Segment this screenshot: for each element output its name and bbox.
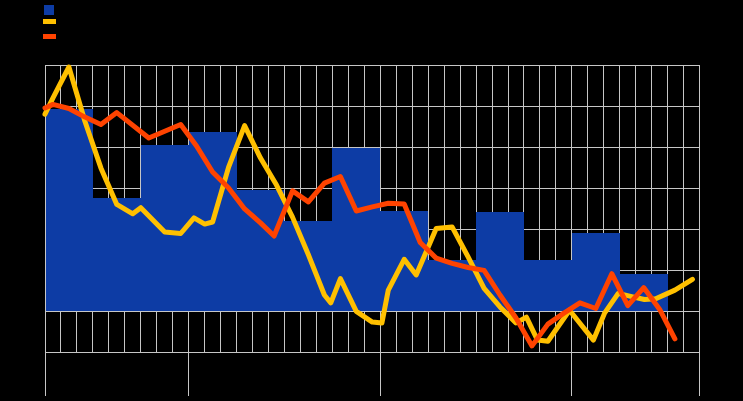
chart-canvas	[0, 0, 743, 401]
legend-swatch-quarterly-bars	[44, 5, 54, 15]
combo-chart	[0, 0, 743, 401]
bar	[45, 109, 93, 312]
legend-swatch-monthly-line-orange	[43, 34, 56, 39]
bar	[524, 260, 572, 311]
legend-swatch-monthly-line-yellow	[43, 19, 56, 24]
bar	[141, 145, 189, 311]
